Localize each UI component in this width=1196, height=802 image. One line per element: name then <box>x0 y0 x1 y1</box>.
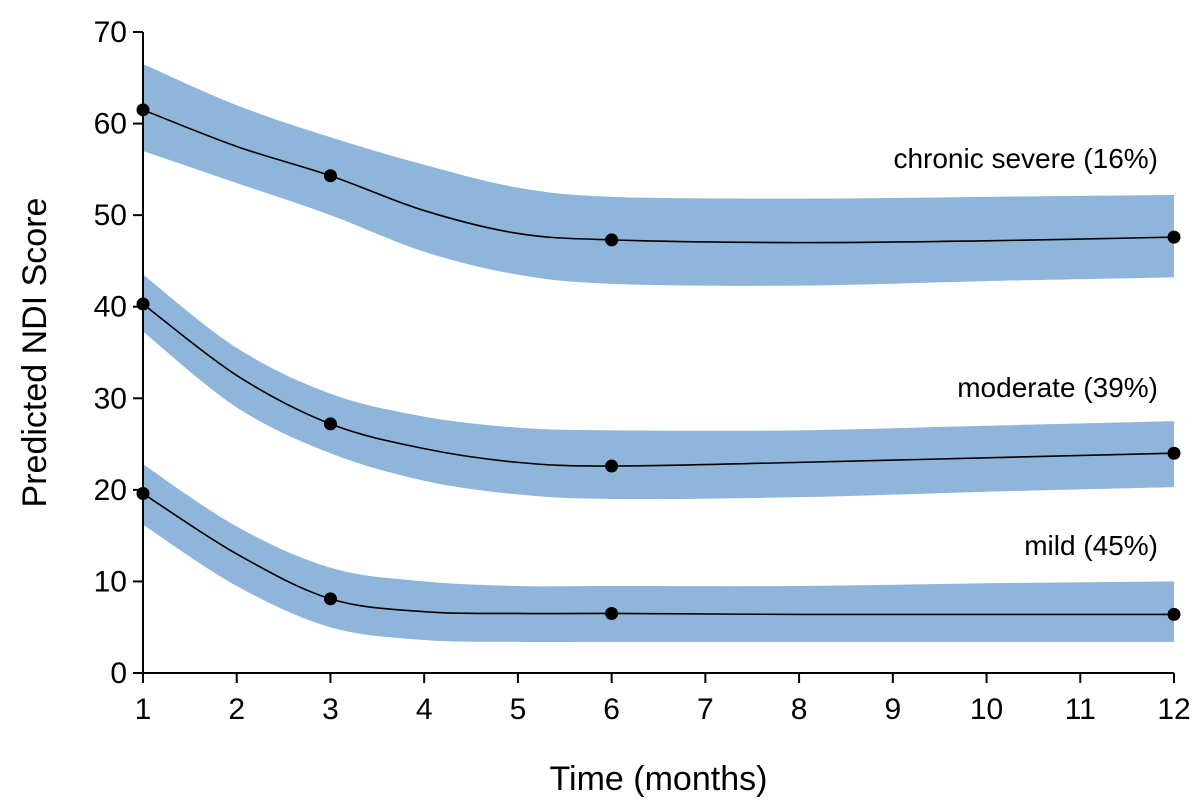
series-line-2 <box>142 303 1175 467</box>
y-tick-label: 50 <box>94 199 127 232</box>
y-tick-label: 0 <box>110 657 127 690</box>
data-point <box>605 606 619 620</box>
x-tick-label: 8 <box>791 693 808 726</box>
x-tick-label: 3 <box>322 693 339 726</box>
series-label-2: moderate (39%) <box>957 372 1158 403</box>
series-labels: chronic severe (16%) moderate (39%) mild (… <box>893 143 1158 561</box>
series-label-1: chronic severe (16%) <box>893 143 1158 174</box>
x-tick-label: 5 <box>510 693 527 726</box>
data-point <box>323 169 337 183</box>
data-point <box>1167 446 1181 460</box>
confidence-band-3 <box>143 464 1174 643</box>
series-line-3 <box>142 492 1174 616</box>
y-axis-title: Predicted NDI Score <box>16 198 54 508</box>
data-point <box>323 417 337 431</box>
x-tick-label: 4 <box>416 693 433 726</box>
x-tick-label: 10 <box>970 693 1003 726</box>
y-tick-label: 40 <box>94 291 127 324</box>
y-tick-label: 10 <box>94 565 127 598</box>
x-tick-label: 1 <box>135 693 152 726</box>
x-tick-label: 11 <box>1065 693 1096 726</box>
x-tick-label: 6 <box>603 693 620 726</box>
y-tick-label: 30 <box>94 382 127 415</box>
series-line-1 <box>142 109 1175 244</box>
data-point <box>1167 230 1181 244</box>
x-tick-label: 7 <box>697 693 714 726</box>
x-tick-label: 9 <box>884 693 901 726</box>
x-axis-title: Time (months) <box>550 760 768 798</box>
axes <box>142 32 1174 674</box>
data-point <box>323 592 337 606</box>
y-tick-label: 60 <box>94 108 127 141</box>
data-point <box>1167 607 1181 621</box>
data-point <box>605 459 619 473</box>
y-tick-label: 70 <box>94 16 127 49</box>
x-tick-label: 12 <box>1157 693 1190 726</box>
confidence-band-1 <box>143 64 1174 286</box>
x-tick-label: 2 <box>228 693 245 726</box>
series-label-3: mild (45%) <box>1024 530 1158 561</box>
trajectory-lines <box>142 109 1175 616</box>
data-point <box>605 233 619 247</box>
y-tick-label: 20 <box>94 474 127 507</box>
